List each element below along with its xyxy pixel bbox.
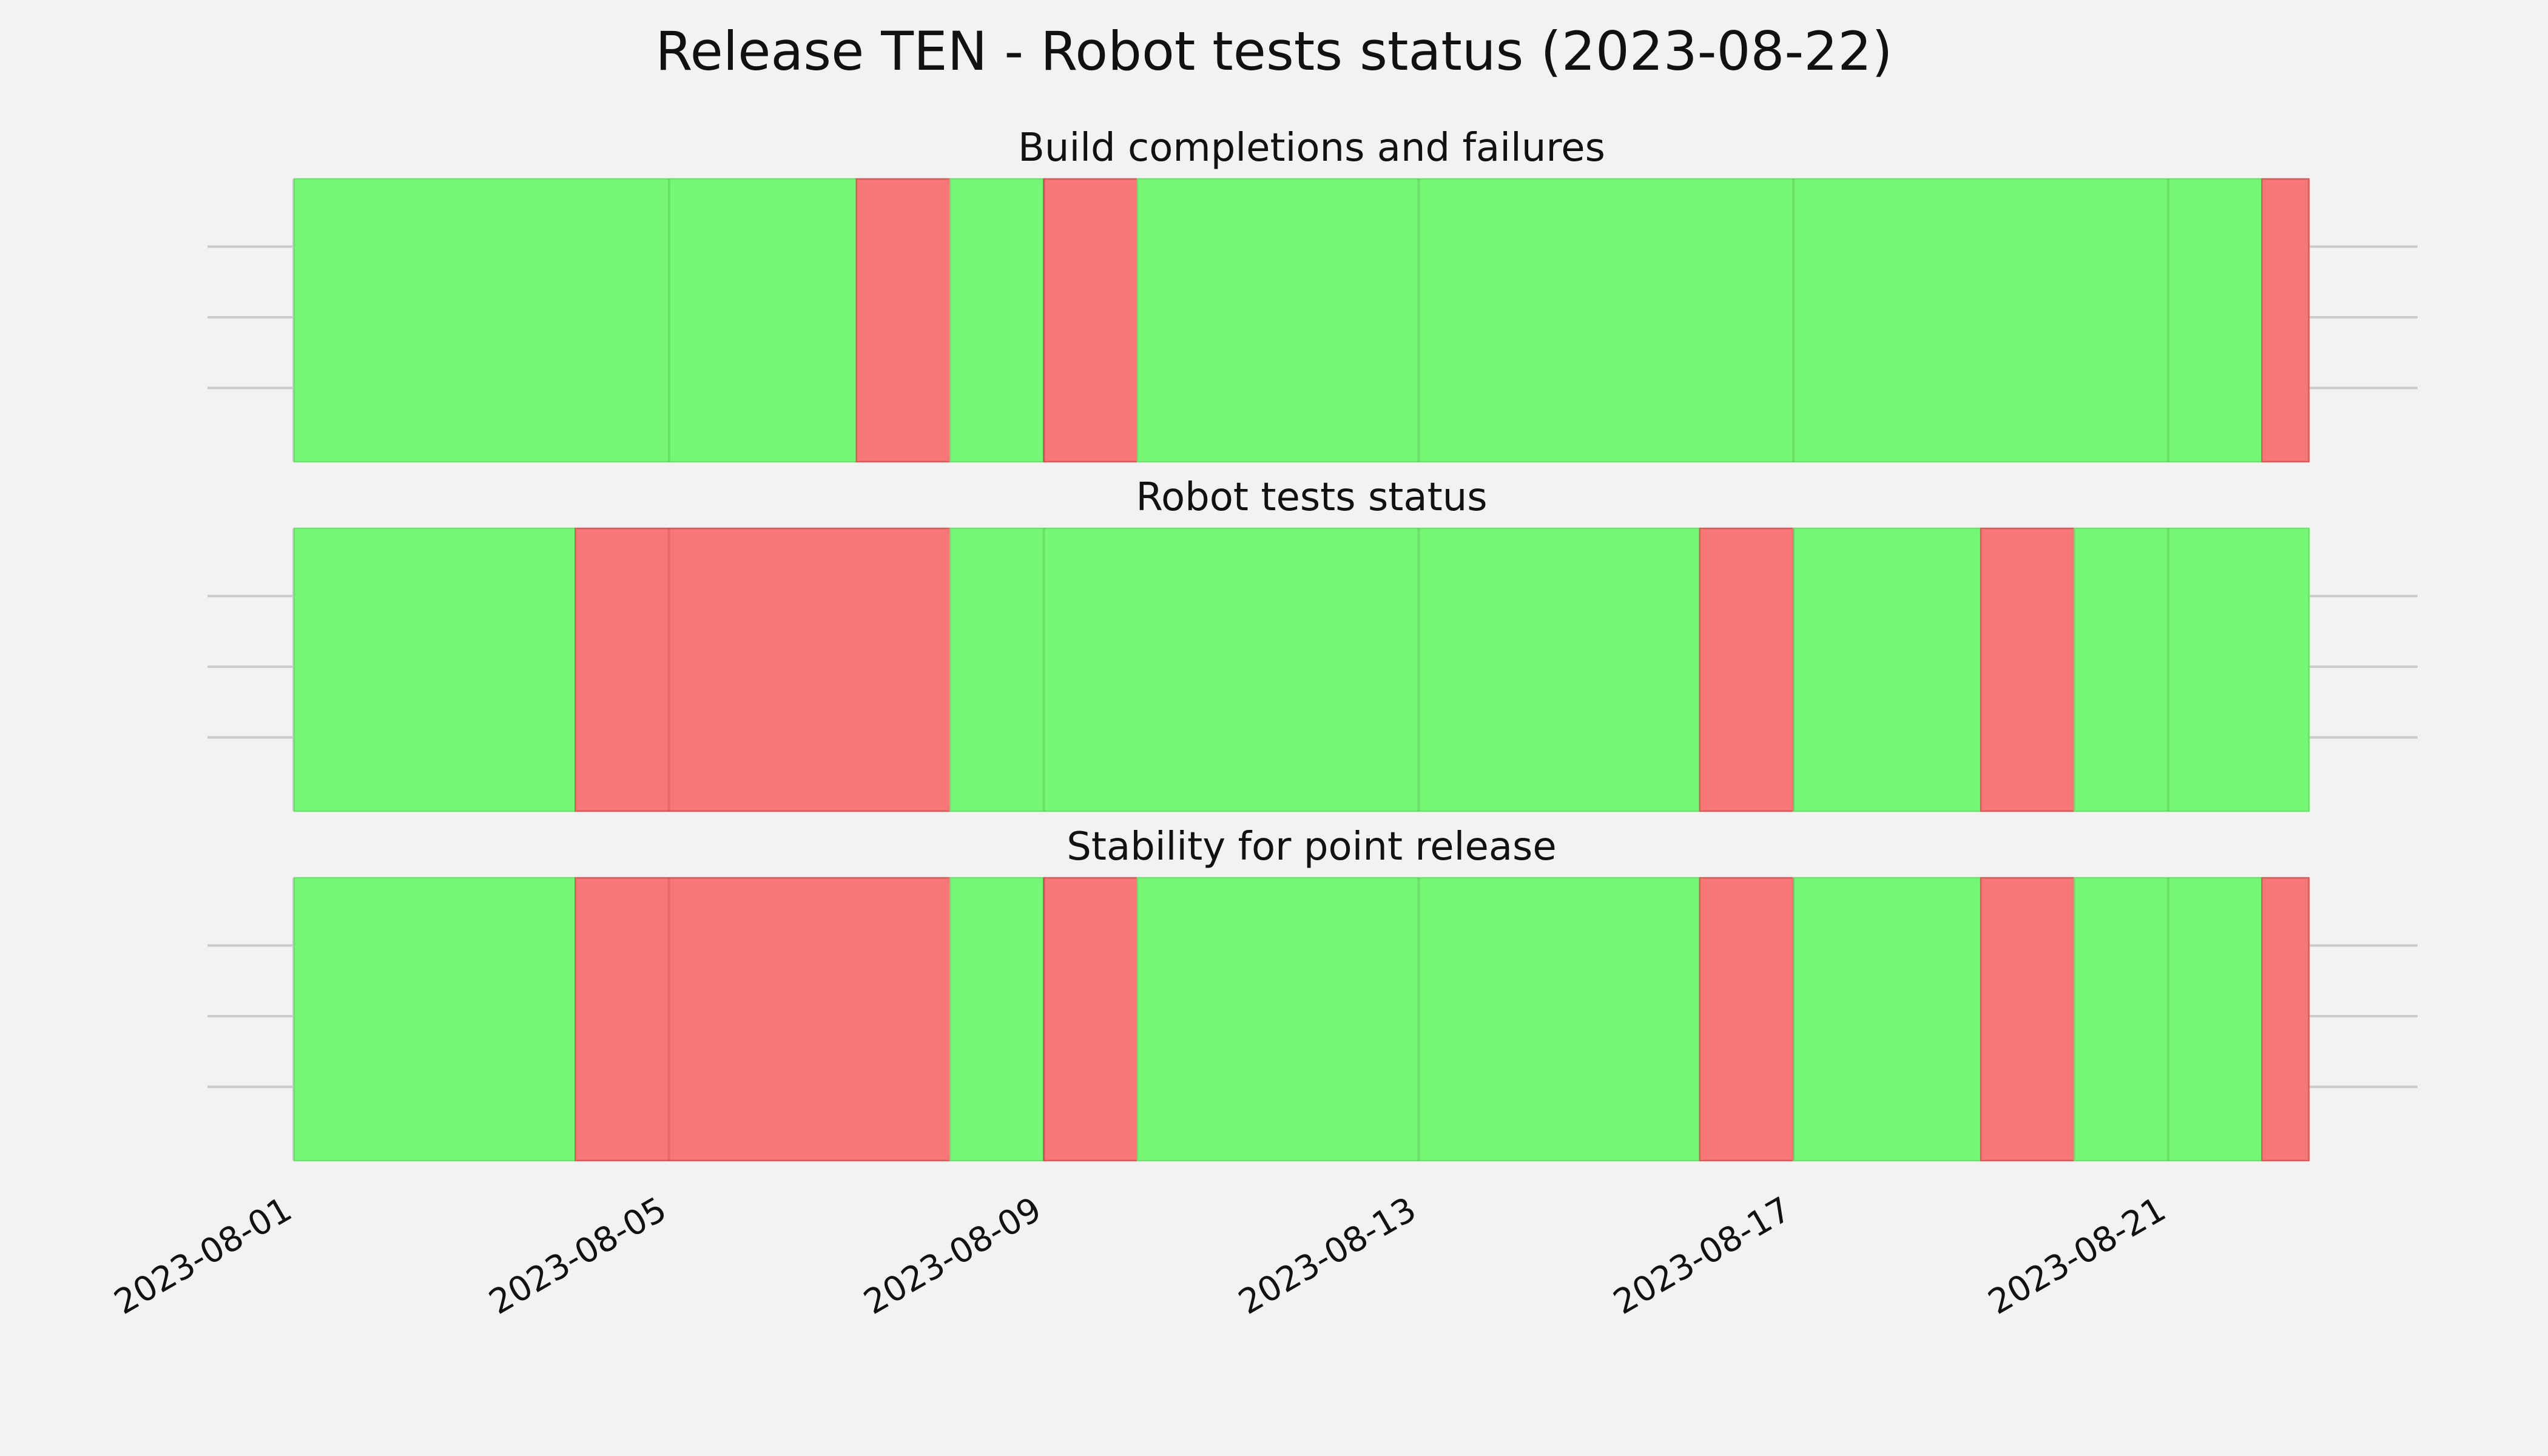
status-segment-fail [1043,178,1139,463]
status-segment-pass [949,527,1700,812]
status-segment-fail [575,877,951,1162]
status-segment-pass [1792,527,1982,812]
status-segment-pass [293,527,576,812]
status-segment-fail [855,178,951,463]
status-segment-fail [2261,178,2310,463]
status-segment-pass [1136,178,2263,463]
panel-3: Stability for point release [207,824,2418,1162]
status-segment-pass [949,877,1045,1162]
status-segment-pass [293,178,857,463]
status-segment-fail [1043,877,1139,1162]
chart-title: Release TEN - Robot tests status (2023-0… [655,20,1892,83]
panel-title: Robot tests status [1136,475,1487,520]
panel-title: Build completions and failures [1018,126,1605,170]
status-segment-fail [575,527,951,812]
panel-2: Robot tests status [207,475,2418,812]
status-segment-fail [2261,877,2310,1162]
status-segment-pass [1136,877,1701,1162]
status-segment-pass [1792,877,1982,1162]
status-segment-pass [2074,527,2310,812]
status-segment-pass [293,877,576,1162]
status-segment-pass [2074,877,2263,1162]
panels-layer: Build completions and failures Robot test… [207,126,2418,1162]
status-segment-fail [1980,877,2075,1162]
status-segment-pass [949,178,1045,463]
panel-title: Stability for point release [1067,824,1557,869]
status-segment-fail [1699,877,1795,1162]
panel-1: Build completions and failures [207,126,2418,463]
status-segment-fail [1980,527,2075,812]
status-segment-fail [1699,527,1795,812]
